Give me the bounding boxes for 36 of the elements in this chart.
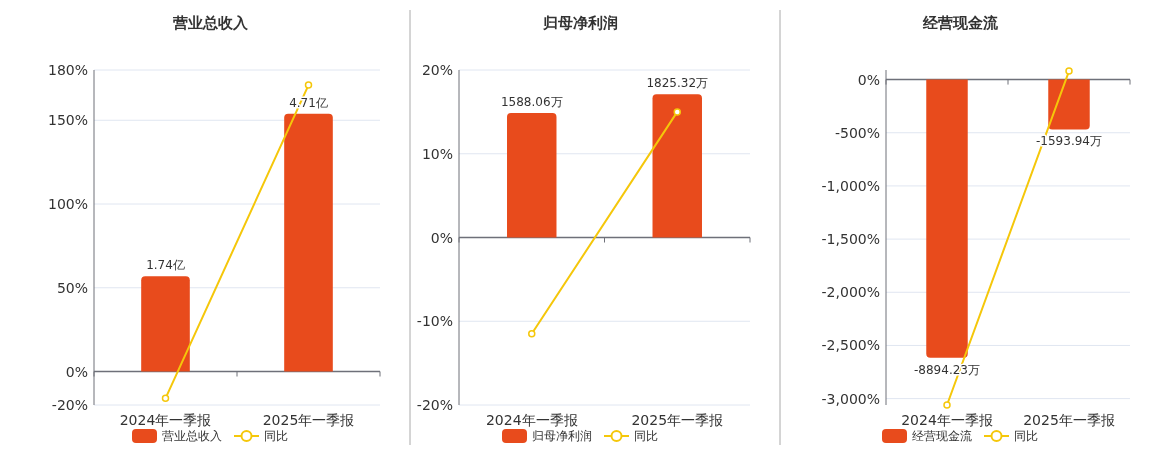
- y-tick-label: 100%: [47, 196, 88, 212]
- y-tick-label: 50%: [56, 279, 88, 296]
- legend-label: 营业总收入: [162, 429, 222, 443]
- legend-label: 同比: [634, 429, 658, 443]
- y-tick-label: -20%: [416, 397, 453, 413]
- y-tick-label: 0%: [430, 229, 453, 246]
- y-tick-label: -1,500%: [821, 231, 880, 248]
- y-tick-label: 10%: [421, 145, 453, 162]
- y-tick-label: -20%: [51, 397, 88, 413]
- x-tick-label: 2025年一季报: [1023, 412, 1115, 428]
- legend-label: 经营现金流: [912, 429, 972, 443]
- y-tick-label: 20%: [421, 62, 453, 78]
- chart-title: 营业总收入: [171, 14, 249, 32]
- x-tick-label: 2024年一季报: [485, 412, 578, 428]
- data-label: 1588.06万: [500, 94, 563, 109]
- y-tick-label: -500%: [834, 124, 880, 141]
- data-label: 1.74亿: [146, 258, 185, 273]
- x-tick-label: 2024年一季报: [901, 412, 993, 428]
- x-tick-label: 2024年一季报: [119, 412, 212, 428]
- y-tick-label: -2,000%: [821, 284, 880, 301]
- data-label: 1825.32万: [646, 76, 709, 91]
- y-tick-label: -2,500%: [821, 337, 880, 354]
- y-tick-label: -1,000%: [821, 177, 880, 194]
- chart-title: 归母净利润: [541, 14, 618, 32]
- legend-label: 同比: [1014, 429, 1038, 443]
- x-tick-label: 2025年一季报: [262, 412, 355, 428]
- y-tick-label: 0%: [65, 363, 88, 380]
- y-tick-label: 150%: [47, 112, 88, 129]
- y-tick-label: -3,000%: [821, 390, 880, 407]
- chart-title: 经营现金流: [921, 14, 999, 32]
- y-tick-label: -10%: [416, 313, 453, 330]
- legend-label: 归母净利润: [532, 429, 592, 443]
- x-tick-label: 2025年一季报: [631, 412, 724, 428]
- legend-label: 同比: [264, 429, 288, 443]
- y-tick-label: 0%: [857, 71, 880, 88]
- y-tick-label: 180%: [47, 62, 88, 78]
